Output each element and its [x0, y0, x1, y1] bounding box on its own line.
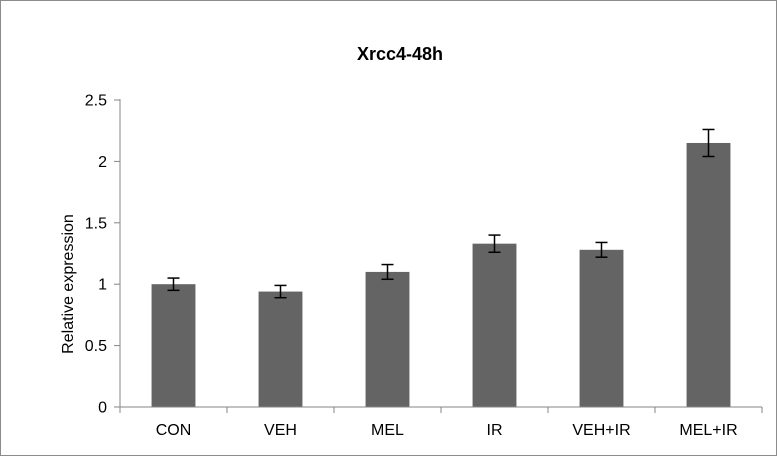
- bar-veh-ir: [579, 249, 624, 407]
- x-tick-label: CON: [156, 422, 192, 439]
- error-bar: [274, 284, 287, 299]
- bars-group: [151, 142, 731, 408]
- x-tick-label: MEL: [371, 422, 404, 439]
- bar-veh: [258, 291, 303, 407]
- error-bar: [167, 277, 180, 292]
- x-tick-label: IR: [487, 422, 503, 439]
- error-bars-group: [167, 128, 715, 299]
- bar-mel: [365, 271, 410, 407]
- error-bar: [595, 241, 608, 258]
- bar-ir: [472, 243, 517, 407]
- y-axis-ticks: 0 0.5 1 1.5 2 2.5: [85, 93, 120, 417]
- y-tick-label: 2: [98, 154, 107, 171]
- x-tick-label: MEL+IR: [679, 422, 737, 439]
- error-bar: [488, 234, 501, 254]
- error-bar: [381, 263, 394, 281]
- bar-con: [151, 284, 196, 407]
- y-tick-label: 0.5: [85, 338, 107, 355]
- y-tick-label: 0: [98, 400, 107, 417]
- error-bar: [702, 128, 715, 158]
- chart-title: Xrcc4-48h: [357, 44, 443, 64]
- x-tick-label: VEH+IR: [572, 422, 630, 439]
- x-axis-ticks: [119, 407, 763, 413]
- y-tick-label: 2.5: [85, 93, 107, 110]
- y-tick-label: 1.5: [85, 215, 107, 232]
- bar-mel-ir: [686, 142, 731, 408]
- x-tick-label: VEH: [264, 422, 297, 439]
- y-tick-label: 1: [98, 277, 107, 294]
- x-axis-labels: CON VEH MEL IR VEH+IR MEL+IR: [156, 422, 738, 439]
- y-axis-label: Relative expression: [60, 214, 77, 354]
